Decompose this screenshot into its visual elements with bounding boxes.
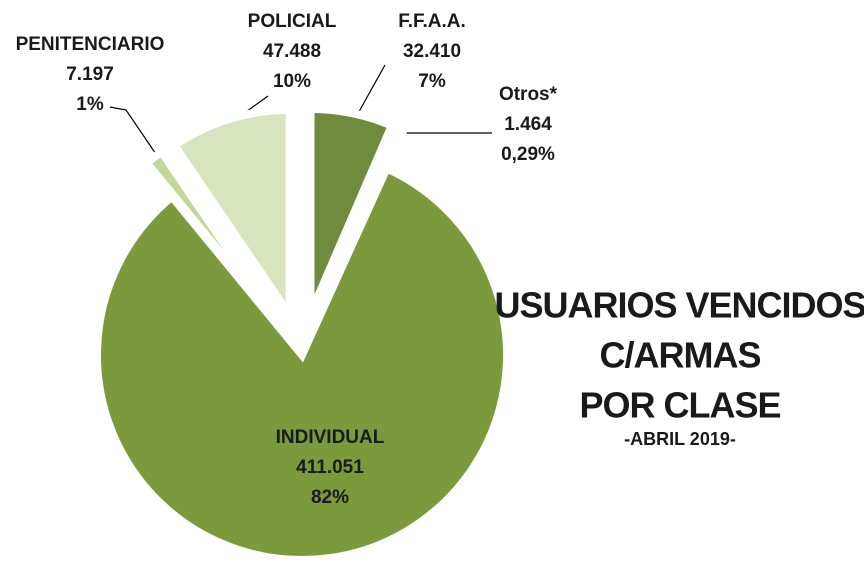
- slice-category: POLICIAL: [248, 11, 337, 32]
- pie-slice: [168, 105, 294, 328]
- leader-line: [355, 64, 386, 118]
- leader-line: [109, 106, 161, 161]
- leader-line: [397, 132, 492, 137]
- pie-slice: [306, 104, 398, 316]
- slice-category: Otros*: [499, 84, 558, 105]
- slice-category: PENITENCIARIO: [16, 34, 165, 55]
- slice-value: 1.464: [504, 114, 552, 135]
- slice-percent: 1%: [76, 94, 104, 115]
- chart-title: C/ARMAS: [600, 335, 761, 376]
- chart-title: USUARIOS VENCIDOS: [494, 285, 864, 326]
- chart-subtitle: -ABRIL 2019-: [624, 429, 736, 449]
- slice-percent: 10%: [273, 71, 311, 92]
- pie-slice: [93, 163, 511, 564]
- chart-title: POR CLASE: [579, 385, 780, 426]
- pie-slice: [141, 146, 281, 324]
- slice-category: F.F.A.A.: [398, 11, 466, 32]
- slice-category: INDIVIDUAL: [276, 427, 385, 448]
- slice-percent: 7%: [418, 71, 446, 92]
- slice-percent: 82%: [311, 487, 349, 508]
- slice-percent: 0,29%: [501, 144, 555, 165]
- slice-value: 47.488: [263, 41, 321, 62]
- slice-value: 7.197: [66, 64, 114, 85]
- slice-value: 411.051: [296, 457, 364, 478]
- slice-value: 32.410: [403, 41, 461, 62]
